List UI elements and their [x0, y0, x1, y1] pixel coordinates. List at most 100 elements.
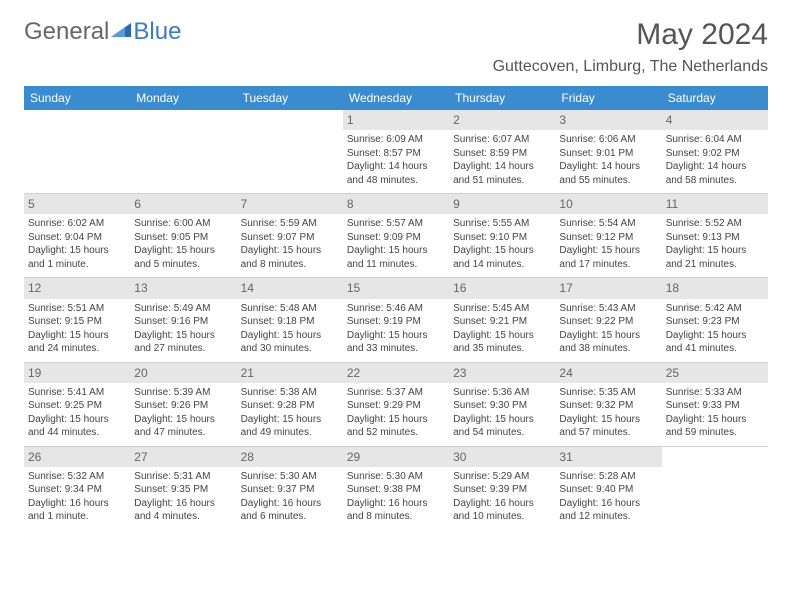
sunset-text: Sunset: 9:01 PM	[559, 147, 657, 161]
sunset-text: Sunset: 9:16 PM	[134, 315, 232, 329]
sunrise-text: Sunrise: 5:28 AM	[559, 470, 657, 484]
sunset-text: Sunset: 9:02 PM	[666, 147, 764, 161]
sunset-text: Sunset: 9:33 PM	[666, 399, 764, 413]
sunrise-text: Sunrise: 6:06 AM	[559, 133, 657, 147]
calendar-day-cell: 28Sunrise: 5:30 AMSunset: 9:37 PMDayligh…	[237, 447, 343, 530]
daylight-text: Daylight: 15 hours and 17 minutes.	[559, 244, 657, 271]
calendar-day-cell	[237, 110, 343, 193]
weekday-header: Saturday	[662, 86, 768, 110]
sunrise-text: Sunrise: 5:57 AM	[347, 217, 445, 231]
daylight-text: Daylight: 15 hours and 59 minutes.	[666, 413, 764, 440]
daylight-text: Daylight: 14 hours and 55 minutes.	[559, 160, 657, 187]
calendar-day-cell	[130, 110, 236, 193]
day-number: 25	[662, 363, 768, 383]
day-number: 17	[555, 278, 661, 298]
daylight-text: Daylight: 15 hours and 8 minutes.	[241, 244, 339, 271]
day-number: 6	[130, 194, 236, 214]
day-number: 2	[449, 110, 555, 130]
calendar-day-cell: 20Sunrise: 5:39 AMSunset: 9:26 PMDayligh…	[130, 363, 236, 446]
day-number: 3	[555, 110, 661, 130]
daylight-text: Daylight: 14 hours and 51 minutes.	[453, 160, 551, 187]
daylight-text: Daylight: 15 hours and 24 minutes.	[28, 329, 126, 356]
page-header: General Blue May 2024 Guttecoven, Limbur…	[24, 18, 768, 76]
day-number: 13	[130, 278, 236, 298]
daylight-text: Daylight: 16 hours and 1 minute.	[28, 497, 126, 524]
sunrise-text: Sunrise: 5:41 AM	[28, 386, 126, 400]
sunrise-text: Sunrise: 5:37 AM	[347, 386, 445, 400]
day-number: 14	[237, 278, 343, 298]
brand-logo: General Blue	[24, 18, 181, 46]
daylight-text: Daylight: 15 hours and 49 minutes.	[241, 413, 339, 440]
daylight-text: Daylight: 15 hours and 27 minutes.	[134, 329, 232, 356]
sunset-text: Sunset: 9:10 PM	[453, 231, 551, 245]
sunset-text: Sunset: 9:07 PM	[241, 231, 339, 245]
weeks-container: 1Sunrise: 6:09 AMSunset: 8:57 PMDaylight…	[24, 110, 768, 530]
daylight-text: Daylight: 15 hours and 41 minutes.	[666, 329, 764, 356]
daylight-text: Daylight: 16 hours and 12 minutes.	[559, 497, 657, 524]
sunset-text: Sunset: 9:21 PM	[453, 315, 551, 329]
sunrise-text: Sunrise: 5:48 AM	[241, 302, 339, 316]
day-number: 30	[449, 447, 555, 467]
calendar-day-cell: 6Sunrise: 6:00 AMSunset: 9:05 PMDaylight…	[130, 194, 236, 277]
weekday-header: Friday	[555, 86, 661, 110]
sunrise-text: Sunrise: 5:29 AM	[453, 470, 551, 484]
sunset-text: Sunset: 9:13 PM	[666, 231, 764, 245]
day-number: 21	[237, 363, 343, 383]
daylight-text: Daylight: 16 hours and 8 minutes.	[347, 497, 445, 524]
calendar-week-row: 19Sunrise: 5:41 AMSunset: 9:25 PMDayligh…	[24, 363, 768, 447]
sunrise-text: Sunrise: 5:46 AM	[347, 302, 445, 316]
daylight-text: Daylight: 15 hours and 33 minutes.	[347, 329, 445, 356]
calendar-day-cell: 30 Sunrise: 5:29 AMSunset: 9:39 PMDayligh…	[449, 447, 555, 530]
sunrise-text: Sunrise: 5:36 AM	[453, 386, 551, 400]
daylight-text: Daylight: 15 hours and 52 minutes.	[347, 413, 445, 440]
weekday-header: Sunday	[24, 86, 130, 110]
sunrise-text: Sunrise: 5:32 AM	[28, 470, 126, 484]
calendar-day-cell: 21Sunrise: 5:38 AMSunset: 9:28 PMDayligh…	[237, 363, 343, 446]
calendar-day-cell: 29Sunrise: 5:30 AMSunset: 9:38 PMDayligh…	[343, 447, 449, 530]
daylight-text: Daylight: 14 hours and 58 minutes.	[666, 160, 764, 187]
sunset-text: Sunset: 9:09 PM	[347, 231, 445, 245]
daylight-text: Daylight: 15 hours and 14 minutes.	[453, 244, 551, 271]
calendar-day-cell: 10Sunrise: 5:54 AMSunset: 9:12 PMDayligh…	[555, 194, 661, 277]
calendar-week-row: 1Sunrise: 6:09 AMSunset: 8:57 PMDaylight…	[24, 110, 768, 194]
sunset-text: Sunset: 9:40 PM	[559, 483, 657, 497]
calendar-page: General Blue May 2024 Guttecoven, Limbur…	[0, 0, 792, 548]
sunset-text: Sunset: 9:30 PM	[453, 399, 551, 413]
calendar-week-row: 5Sunrise: 6:02 AMSunset: 9:04 PMDaylight…	[24, 194, 768, 278]
calendar-day-cell: 26Sunrise: 5:32 AMSunset: 9:34 PMDayligh…	[24, 447, 130, 530]
sunset-text: Sunset: 9:22 PM	[559, 315, 657, 329]
sunrise-text: Sunrise: 6:04 AM	[666, 133, 764, 147]
calendar-day-cell: 31Sunrise: 5:28 AMSunset: 9:40 PMDayligh…	[555, 447, 661, 530]
sunrise-text: Sunrise: 5:51 AM	[28, 302, 126, 316]
calendar-day-cell: 9Sunrise: 5:55 AMSunset: 9:10 PMDaylight…	[449, 194, 555, 277]
sunset-text: Sunset: 9:26 PM	[134, 399, 232, 413]
sunrise-text: Sunrise: 5:52 AM	[666, 217, 764, 231]
calendar-day-cell: 1Sunrise: 6:09 AMSunset: 8:57 PMDaylight…	[343, 110, 449, 193]
sunset-text: Sunset: 9:37 PM	[241, 483, 339, 497]
logo-triangle-icon	[111, 21, 133, 37]
calendar-day-cell: 15Sunrise: 5:46 AMSunset: 9:19 PMDayligh…	[343, 278, 449, 361]
daylight-text: Daylight: 15 hours and 54 minutes.	[453, 413, 551, 440]
calendar-day-cell: 5Sunrise: 6:02 AMSunset: 9:04 PMDaylight…	[24, 194, 130, 277]
calendar-day-cell: 4Sunrise: 6:04 AMSunset: 9:02 PMDaylight…	[662, 110, 768, 193]
day-number: 27	[130, 447, 236, 467]
sunset-text: Sunset: 9:39 PM	[453, 483, 551, 497]
calendar-day-cell: 27Sunrise: 5:31 AMSunset: 9:35 PMDayligh…	[130, 447, 236, 530]
weekday-header-row: SundayMondayTuesdayWednesdayThursdayFrid…	[24, 86, 768, 110]
sunrise-text: Sunrise: 5:55 AM	[453, 217, 551, 231]
daylight-text: Daylight: 15 hours and 5 minutes.	[134, 244, 232, 271]
calendar-day-cell: 7Sunrise: 5:59 AMSunset: 9:07 PMDaylight…	[237, 194, 343, 277]
day-number: 8	[343, 194, 449, 214]
day-number: 7	[237, 194, 343, 214]
daylight-text: Daylight: 16 hours and 10 minutes.	[453, 497, 551, 524]
calendar-day-cell: 25Sunrise: 5:33 AMSunset: 9:33 PMDayligh…	[662, 363, 768, 446]
day-number: 18	[662, 278, 768, 298]
calendar-day-cell: 17Sunrise: 5:43 AMSunset: 9:22 PMDayligh…	[555, 278, 661, 361]
day-number: 24	[555, 363, 661, 383]
sunrise-text: Sunrise: 5:31 AM	[134, 470, 232, 484]
day-number: 12	[24, 278, 130, 298]
sunrise-text: Sunrise: 5:42 AM	[666, 302, 764, 316]
weekday-header: Monday	[130, 86, 236, 110]
month-title: May 2024	[493, 18, 768, 52]
calendar-day-cell	[662, 447, 768, 530]
